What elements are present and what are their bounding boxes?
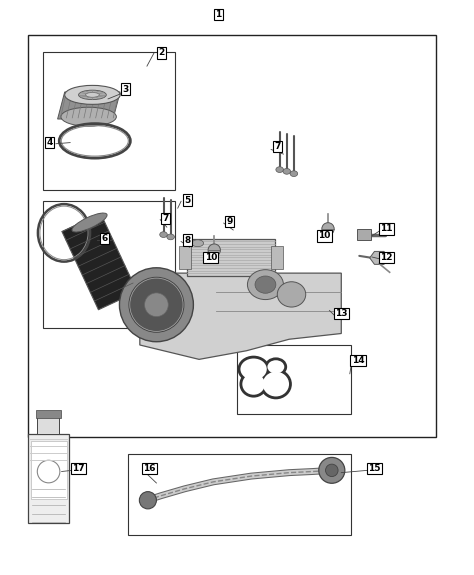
Ellipse shape [265,358,286,375]
Ellipse shape [240,371,267,397]
Text: 8: 8 [184,236,191,245]
Ellipse shape [79,90,106,99]
Text: 15: 15 [368,464,381,473]
Ellipse shape [261,370,291,398]
Text: 5: 5 [184,196,191,205]
Ellipse shape [61,107,116,126]
Polygon shape [370,251,389,264]
Text: 1: 1 [215,10,221,19]
Ellipse shape [242,373,265,395]
Text: 6: 6 [101,234,108,243]
Ellipse shape [167,234,174,240]
Ellipse shape [319,457,345,483]
Ellipse shape [267,360,284,374]
Bar [187,239,275,276]
Bar [37,417,59,434]
Ellipse shape [238,356,269,382]
Ellipse shape [247,270,283,300]
Ellipse shape [240,358,267,380]
Text: 4: 4 [46,138,53,147]
Text: 10: 10 [205,253,217,262]
Bar [357,229,371,240]
Text: 10: 10 [319,231,331,240]
Ellipse shape [160,232,167,237]
Bar [28,434,69,523]
FancyBboxPatch shape [62,213,137,310]
Circle shape [322,223,334,235]
Ellipse shape [85,93,100,97]
Bar [28,34,436,437]
Bar [43,201,175,328]
Polygon shape [58,92,120,119]
Bar [43,52,175,190]
Ellipse shape [283,168,291,174]
Bar [31,441,67,499]
Text: 3: 3 [122,85,129,94]
Polygon shape [140,273,341,359]
Text: 7: 7 [274,142,281,151]
Text: 17: 17 [72,464,84,473]
Ellipse shape [326,464,338,477]
Circle shape [208,244,220,256]
Ellipse shape [263,371,289,397]
Text: 12: 12 [380,253,392,262]
Text: 13: 13 [335,309,347,318]
Ellipse shape [277,282,306,307]
Ellipse shape [191,240,203,247]
Bar [179,246,191,269]
Bar [271,246,283,269]
Text: 7: 7 [163,214,169,223]
Ellipse shape [290,171,298,177]
Circle shape [145,293,168,317]
Circle shape [129,277,184,332]
Ellipse shape [64,85,120,105]
Ellipse shape [276,167,283,172]
Ellipse shape [139,492,156,509]
Text: 2: 2 [158,48,164,58]
Ellipse shape [72,213,107,232]
Text: 16: 16 [143,464,155,473]
Text: 11: 11 [380,224,392,233]
Text: 9: 9 [227,217,233,226]
Circle shape [119,268,193,342]
Bar [128,454,351,535]
Text: 14: 14 [352,356,364,365]
Bar [36,410,62,418]
Bar [237,345,351,414]
Ellipse shape [255,276,276,293]
